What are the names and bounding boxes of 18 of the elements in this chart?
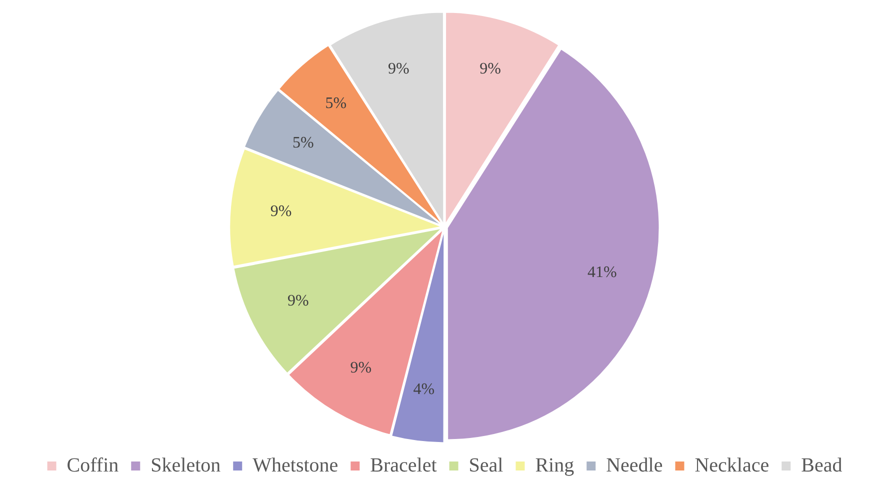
- legend-label: Ring: [535, 454, 574, 476]
- data-label: 9%: [288, 292, 309, 310]
- legend-label: Necklace: [694, 454, 770, 476]
- legend-label: Whetstone: [252, 454, 338, 476]
- data-label: 41%: [588, 264, 617, 282]
- data-label: 9%: [270, 202, 292, 220]
- legend-label: Seal: [468, 454, 504, 476]
- legend-label: Needle: [606, 454, 663, 476]
- legend-label: Coffin: [66, 454, 119, 476]
- legend-label: Bead: [801, 454, 842, 476]
- data-label: 5%: [325, 95, 347, 112]
- legend-label: Skeleton: [150, 454, 221, 476]
- data-label: 9%: [480, 60, 501, 78]
- data-label: 5%: [292, 134, 314, 152]
- data-label: 9%: [388, 60, 410, 78]
- legend-label: Bracelet: [370, 454, 438, 476]
- data-label: 9%: [350, 360, 372, 377]
- data-label: 4%: [413, 381, 435, 398]
